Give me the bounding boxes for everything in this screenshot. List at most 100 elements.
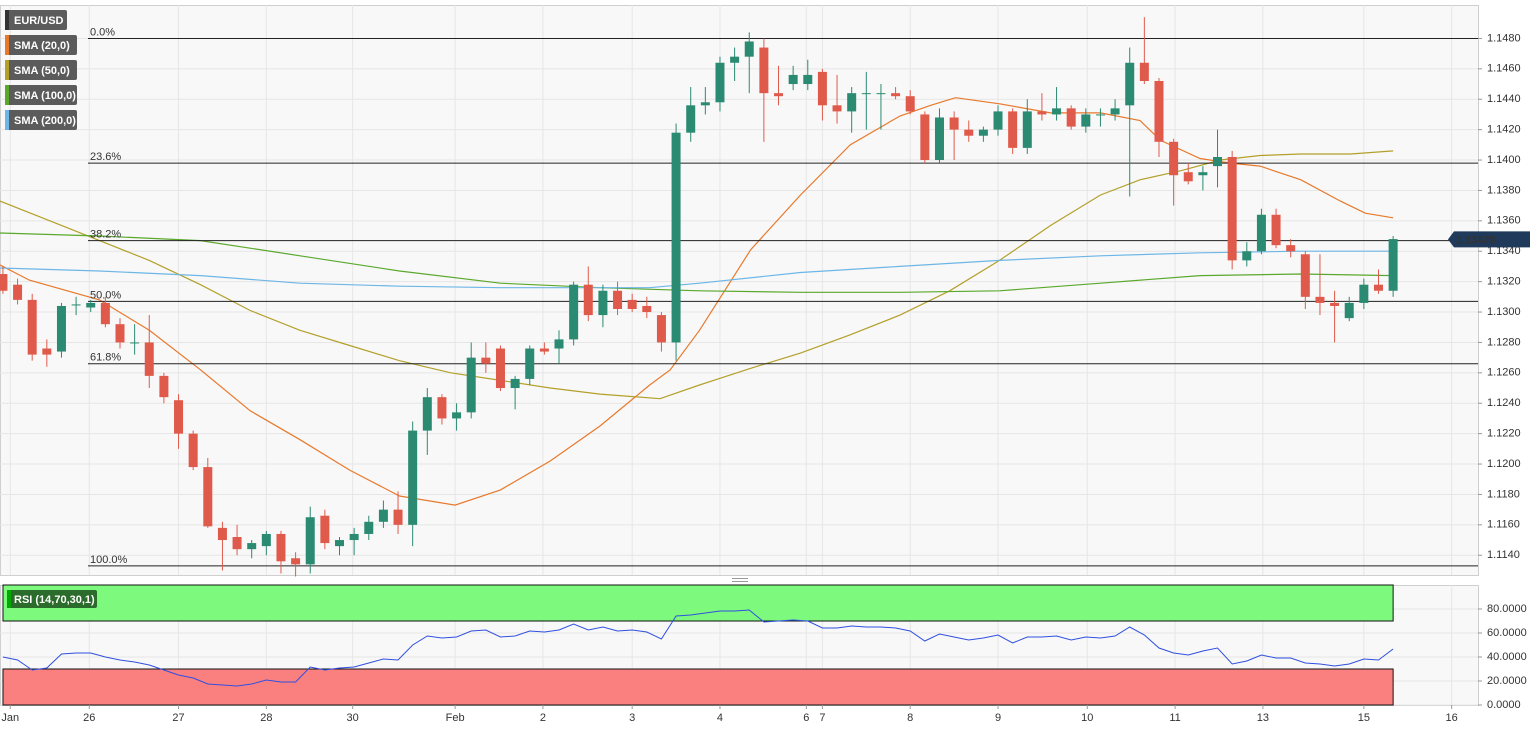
fib-label: 38.2% (90, 229, 121, 241)
x-tick-label: 2 (540, 712, 546, 724)
candle-body (100, 302, 110, 325)
legend-swatch (7, 590, 11, 608)
candle-body (349, 533, 359, 541)
y-tick-label: 60.0000 (1487, 627, 1527, 639)
fib-label: 50.0% (90, 289, 121, 301)
candle-body (261, 533, 271, 547)
candle-body (1388, 239, 1398, 291)
candle-body (232, 537, 242, 550)
legend: EUR/USD SMA (20,0) SMA (50,0) SMA (100,0) SM… (5, 10, 97, 608)
candle-body (1330, 302, 1340, 306)
x-tick-label: 4 (717, 712, 723, 724)
candle-body (1139, 62, 1149, 81)
legend-box (5, 60, 77, 80)
candle-body (656, 315, 666, 343)
x-tick-label: 15 (1358, 712, 1370, 724)
candle-body (1022, 111, 1032, 148)
y-tick-label: 1.1380 (1487, 184, 1521, 196)
x-tick-label: 7 (819, 712, 825, 724)
candle-body (378, 509, 388, 522)
candle-body (730, 56, 740, 63)
candle-body (510, 378, 520, 389)
panel-handle[interactable] (732, 578, 748, 582)
candle-body (203, 467, 213, 527)
candle-body (1066, 108, 1076, 127)
x-tick-label: 11 (1169, 712, 1180, 724)
legend-swatch (5, 10, 9, 30)
candle-body (642, 305, 652, 313)
x-tick-label: 16 (1446, 712, 1458, 724)
legend-label: RSI (14,70,30,1) (14, 594, 95, 606)
candle-body (291, 558, 301, 565)
fib-label: 23.6% (90, 151, 121, 163)
candle-body (774, 93, 784, 97)
rsi-line (2, 609, 1394, 687)
candle-body (978, 129, 988, 136)
candle-body (671, 132, 681, 343)
candle-body (949, 117, 959, 130)
candle-body (144, 342, 154, 376)
candle-body (1095, 114, 1105, 116)
candle-body (744, 41, 754, 57)
legend-box (7, 590, 97, 608)
candle-body (905, 96, 915, 112)
y-tick-label: 1.1360 (1487, 215, 1521, 227)
legend-label: SMA (100,0) (14, 90, 76, 102)
candle-body (276, 533, 286, 562)
candle-body (56, 305, 66, 352)
candle-body (598, 290, 608, 316)
y-tick-label: 40.0000 (1487, 651, 1527, 663)
candle-body (525, 348, 535, 379)
candle-body (1198, 172, 1208, 176)
candle-body (305, 517, 315, 565)
candle-body (891, 93, 901, 97)
candle-body (1242, 251, 1252, 261)
rsi-zone (2, 584, 1394, 622)
candle-body (188, 433, 198, 468)
legend-box (5, 10, 67, 30)
candle-body (466, 357, 476, 413)
candle-body (627, 299, 637, 309)
candle-body (217, 527, 227, 541)
candle-body (1110, 108, 1120, 115)
candle-body (437, 397, 447, 419)
y-tick-label: 1.1160 (1487, 519, 1520, 531)
candle-body (759, 47, 769, 94)
candle-body (1154, 81, 1164, 142)
y-tick-label: 1.1460 (1487, 63, 1521, 75)
candle-body (495, 348, 505, 389)
legend-label: SMA (50,0) (14, 65, 70, 77)
candle-body (320, 515, 330, 544)
candle-body (700, 102, 710, 106)
legend-label: SMA (200,0) (14, 115, 76, 127)
y-tick-label: 1.1440 (1487, 93, 1521, 105)
y-tick-label: 1.1200 (1487, 458, 1521, 470)
price-panel (0, 5, 1479, 576)
y-tick-label: 1.1220 (1487, 428, 1521, 440)
y-tick-label: 1.1480 (1487, 32, 1521, 44)
x-tick-label: Feb (446, 712, 465, 724)
candle-body (86, 302, 96, 308)
candle-body (583, 284, 593, 316)
candle-body (408, 430, 418, 525)
candle-body (1359, 284, 1369, 303)
candle-body (554, 339, 564, 349)
candle-body (1373, 284, 1383, 291)
candle-body (993, 111, 1003, 130)
y-tick-label: 0.0000 (1487, 699, 1521, 711)
axes: 1.1140 1.1160 1.1180 1.1200 1.1220 1.1240 1.12… (1, 32, 1530, 724)
candle-body (1213, 157, 1223, 167)
legend-swatch (5, 110, 9, 130)
candle-body (42, 348, 52, 355)
y-tick-label: 1.1180 (1487, 488, 1520, 500)
last-price-label: 1.13478 (1456, 234, 1496, 246)
candle-body (247, 543, 257, 550)
candle-body (13, 284, 23, 300)
candle-body (817, 71, 827, 106)
legend-box (5, 35, 77, 55)
candle-body (1037, 111, 1047, 115)
legend-swatch (5, 60, 9, 80)
candle-body (876, 93, 886, 95)
x-tick-label: 8 (907, 712, 913, 724)
